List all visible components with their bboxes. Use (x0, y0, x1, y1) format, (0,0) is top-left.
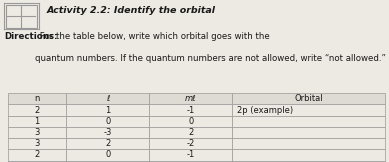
Text: 2: 2 (34, 105, 40, 115)
Text: Activity 2.2: Identify the orbital: Activity 2.2: Identify the orbital (47, 6, 216, 15)
Text: -1: -1 (187, 105, 195, 115)
Text: -1: -1 (187, 150, 195, 159)
Text: 0: 0 (188, 117, 193, 126)
Text: 1: 1 (105, 105, 110, 115)
Text: 2: 2 (105, 139, 110, 148)
Text: ℓ: ℓ (106, 94, 110, 103)
Text: 0: 0 (105, 150, 110, 159)
Text: 3: 3 (34, 128, 40, 137)
Text: 3: 3 (34, 139, 40, 148)
Text: Orbital: Orbital (294, 94, 323, 103)
Text: For the table below, write which orbital goes with the: For the table below, write which orbital… (37, 32, 270, 41)
Text: 2: 2 (188, 128, 193, 137)
Text: n: n (34, 94, 40, 103)
Text: Directions:: Directions: (5, 32, 58, 41)
Text: quantum numbers. If the quantum numbers are not allowed, write “not allowed.”: quantum numbers. If the quantum numbers … (35, 54, 386, 63)
Text: -2: -2 (187, 139, 195, 148)
Text: mℓ: mℓ (185, 94, 196, 103)
Text: 0: 0 (105, 117, 110, 126)
Text: 2p (example): 2p (example) (237, 105, 293, 115)
Text: 1: 1 (34, 117, 40, 126)
Text: -3: -3 (103, 128, 112, 137)
Text: 2: 2 (34, 150, 40, 159)
